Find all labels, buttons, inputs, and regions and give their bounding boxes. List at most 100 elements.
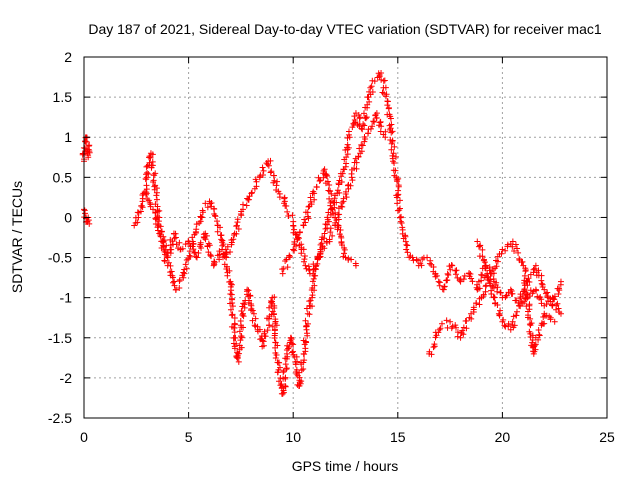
trace-marker: [292, 361, 299, 368]
trace-marker: [251, 322, 258, 329]
trace-marker: [290, 351, 297, 358]
trace-marker: [285, 213, 292, 220]
trace-marker: [433, 332, 440, 339]
trace-marker: [161, 258, 168, 265]
trace-marker: [157, 231, 164, 238]
trace-marker: [142, 191, 149, 198]
trace-marker: [176, 284, 183, 291]
trace-marker: [340, 195, 347, 202]
trace-marker: [180, 269, 187, 276]
y-tick-label: -1.5: [48, 330, 72, 346]
trace-marker: [274, 178, 281, 185]
trace-marker: [360, 121, 367, 128]
trace-marker: [186, 248, 193, 255]
trace-marker: [524, 291, 531, 298]
trace-marker: [302, 345, 309, 352]
trace-marker: [310, 188, 317, 195]
trace-marker: [212, 212, 219, 219]
trace-marker: [358, 148, 365, 155]
trace-marker: [300, 337, 307, 344]
trace-marker: [538, 277, 545, 284]
trace-marker: [333, 199, 340, 206]
data-point: [516, 302, 523, 309]
trace-marker: [388, 140, 395, 147]
trace-marker: [361, 122, 368, 129]
y-tick-label: 2: [64, 49, 72, 65]
trace-marker: [341, 245, 348, 252]
trace-marker: [554, 300, 561, 307]
trace-marker: [541, 320, 548, 327]
trace-marker: [521, 272, 528, 279]
y-tick-label: -0.5: [48, 250, 72, 266]
trace-marker: [313, 184, 320, 191]
y-tick-label: 1.5: [53, 89, 73, 105]
trace-marker: [328, 198, 335, 205]
data-point: [509, 238, 516, 245]
trace-marker: [438, 320, 445, 327]
trace-marker: [293, 368, 300, 375]
trace-marker: [182, 261, 189, 268]
trace-marker: [260, 167, 267, 174]
trace-marker: [435, 278, 442, 285]
trace-marker: [389, 128, 396, 135]
trace-marker: [494, 284, 501, 291]
trace-marker: [327, 199, 334, 206]
trace-marker: [204, 204, 211, 211]
data-point: [332, 214, 339, 221]
trace-marker: [326, 181, 333, 188]
trace-marker: [146, 153, 153, 160]
trace-marker: [339, 199, 346, 206]
trace-marker: [259, 337, 266, 344]
trace-marker: [435, 329, 442, 336]
trace-marker: [275, 359, 282, 366]
trace-marker: [426, 260, 433, 267]
trace-marker: [475, 243, 482, 250]
trace-marker: [321, 235, 328, 242]
trace-marker: [284, 264, 291, 271]
trace-marker: [324, 178, 331, 185]
trace-marker: [292, 231, 299, 238]
trace-marker: [496, 312, 503, 319]
trace-marker: [171, 235, 178, 242]
trace-marker: [270, 172, 277, 179]
trace-marker: [286, 344, 293, 351]
trace-marker: [236, 342, 243, 349]
trace-marker: [219, 242, 226, 249]
trace-marker: [494, 288, 501, 295]
trace-marker: [211, 259, 218, 266]
trace-marker: [353, 159, 360, 166]
trace-marker: [145, 170, 152, 177]
trace-marker: [526, 321, 533, 328]
trace-marker: [252, 315, 259, 322]
trace-marker: [387, 125, 394, 132]
trace-marker: [538, 280, 545, 287]
trace-marker: [300, 246, 307, 253]
trace-marker: [229, 311, 236, 318]
trace-marker: [327, 225, 334, 232]
trace-marker: [282, 355, 289, 362]
y-tick-label: 0.5: [53, 169, 73, 185]
data-point: [390, 150, 397, 157]
trace-marker: [476, 301, 483, 308]
trace-marker: [441, 283, 448, 290]
trace-marker: [327, 229, 334, 236]
trace-marker: [214, 228, 221, 235]
trace-marker: [161, 257, 168, 264]
data-point: [248, 190, 255, 197]
trace-marker: [330, 210, 337, 217]
trace-marker: [335, 180, 342, 187]
trace-marker: [265, 162, 272, 169]
trace-marker: [296, 229, 303, 236]
trace-marker: [231, 315, 238, 322]
trace-marker: [229, 303, 236, 310]
trace-marker: [235, 350, 242, 357]
trace-marker: [289, 212, 296, 219]
trace-marker: [530, 266, 537, 273]
trace-marker: [444, 277, 451, 284]
trace-marker: [404, 242, 411, 249]
trace-marker: [339, 170, 346, 177]
trace-marker: [294, 358, 301, 365]
trace-marker: [169, 238, 176, 245]
trace-marker: [309, 292, 316, 299]
trace-marker: [307, 194, 314, 201]
